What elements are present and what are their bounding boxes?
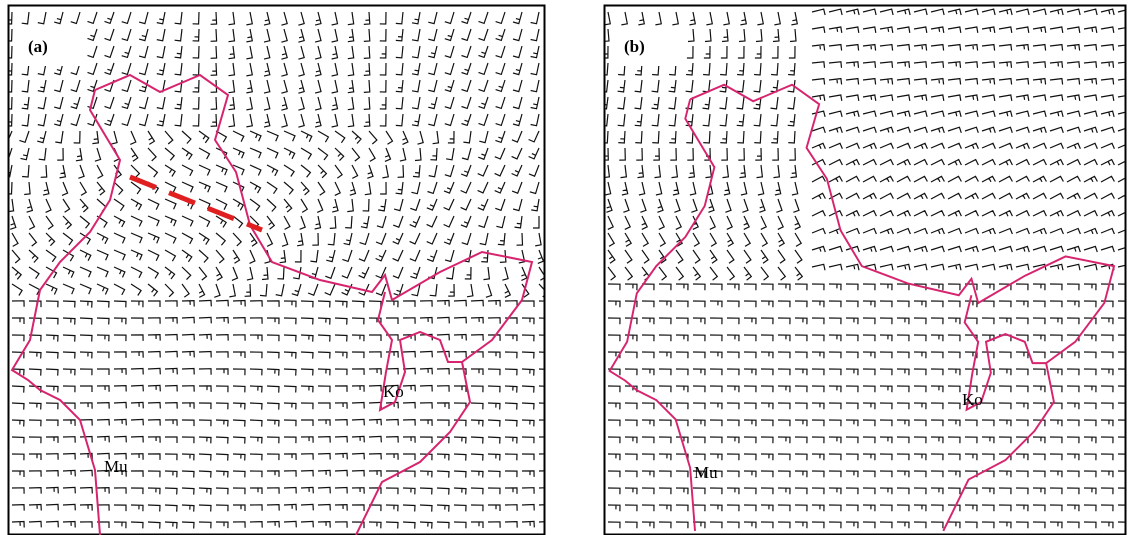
city-label: Ko [383, 382, 404, 401]
panel-border [9, 6, 545, 535]
label-box [16, 26, 84, 66]
city-label: Ko [962, 390, 983, 409]
panel-border [605, 6, 1126, 535]
panel-a: (a) Mu Ko [2, 6, 551, 535]
label-box [612, 26, 678, 66]
panel-label: (a) [28, 37, 48, 56]
city-label: Mu [104, 457, 128, 476]
panel-b: (b) Mu Ko [601, 6, 1132, 535]
city-label: Mu [694, 463, 718, 482]
figure: (a) Mu Ko (b) Mu Ko [0, 0, 1134, 535]
panel-label: (b) [624, 37, 645, 56]
